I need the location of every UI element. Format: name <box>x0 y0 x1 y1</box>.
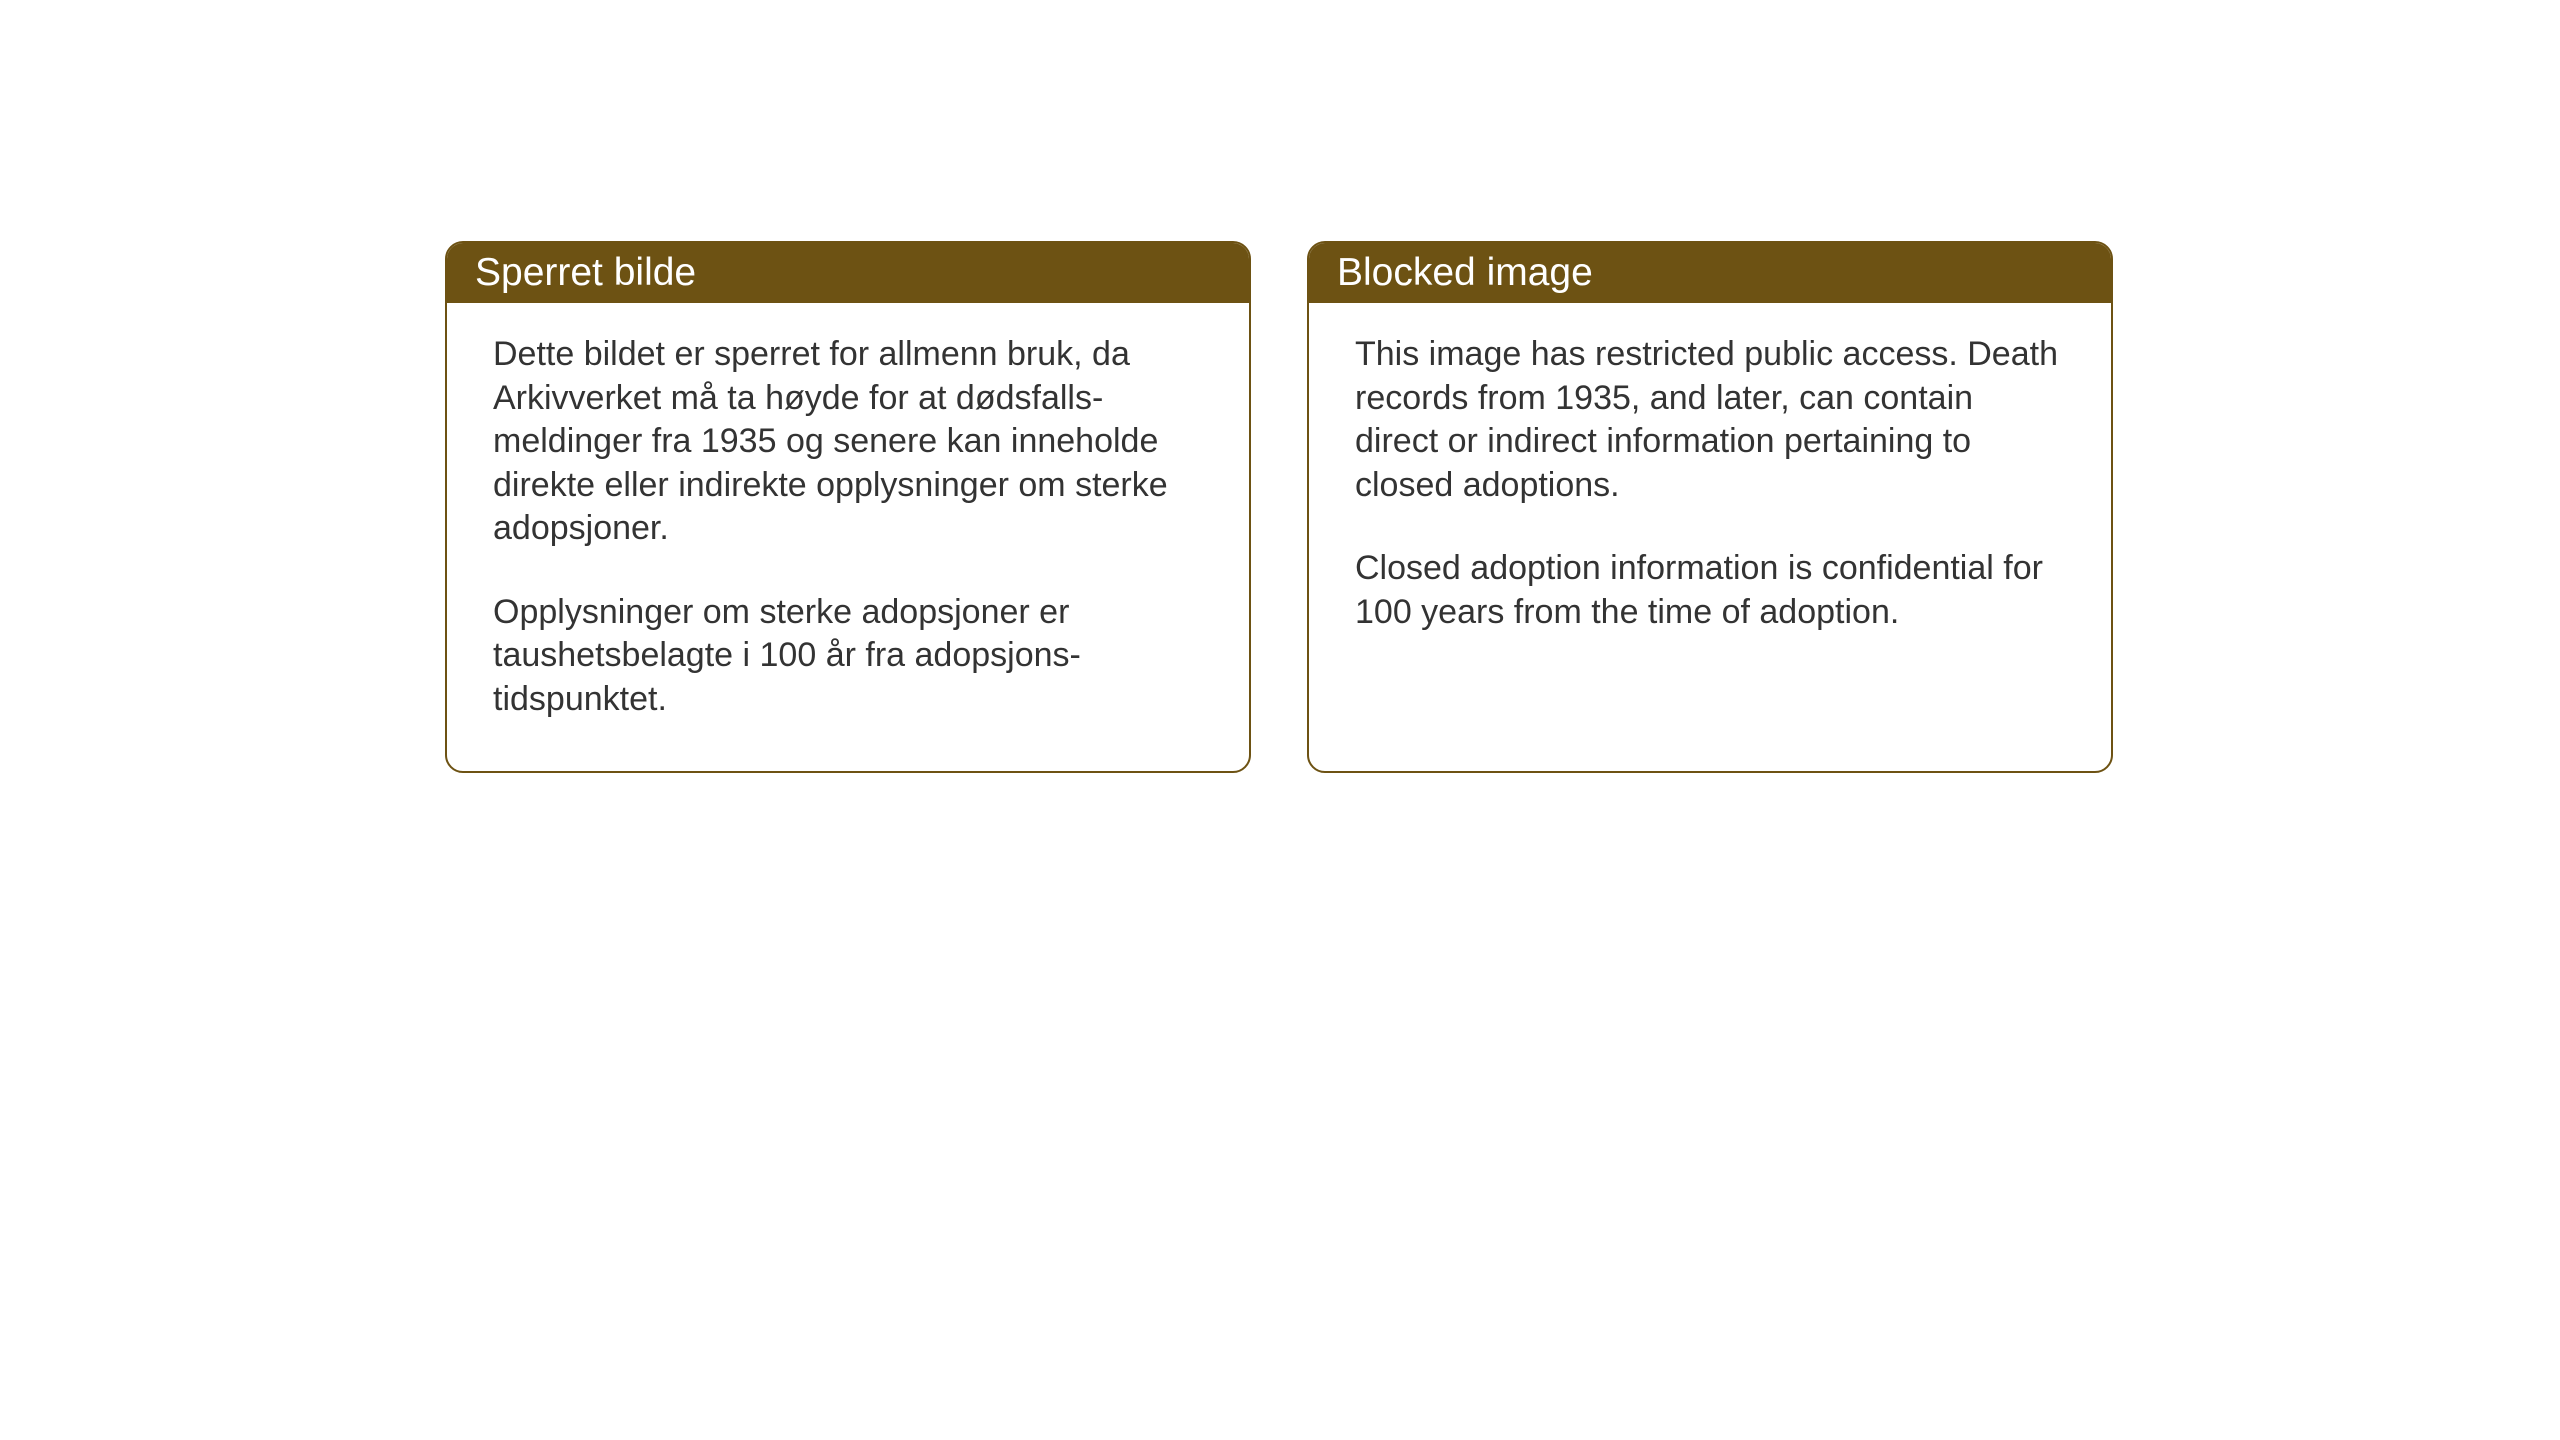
norwegian-card-title: Sperret bilde <box>447 243 1249 303</box>
english-card-body: This image has restricted public access.… <box>1309 303 2111 684</box>
english-notice-card: Blocked image This image has restricted … <box>1307 241 2113 773</box>
norwegian-card-body: Dette bildet er sperret for allmenn bruk… <box>447 303 1249 771</box>
english-paragraph-2: Closed adoption information is confident… <box>1355 547 2065 634</box>
english-card-title: Blocked image <box>1309 243 2111 303</box>
norwegian-paragraph-2: Opplysninger om sterke adopsjoner er tau… <box>493 591 1203 722</box>
notice-container: Sperret bilde Dette bildet er sperret fo… <box>445 241 2113 773</box>
norwegian-paragraph-1: Dette bildet er sperret for allmenn bruk… <box>493 333 1203 551</box>
norwegian-notice-card: Sperret bilde Dette bildet er sperret fo… <box>445 241 1251 773</box>
english-paragraph-1: This image has restricted public access.… <box>1355 333 2065 507</box>
